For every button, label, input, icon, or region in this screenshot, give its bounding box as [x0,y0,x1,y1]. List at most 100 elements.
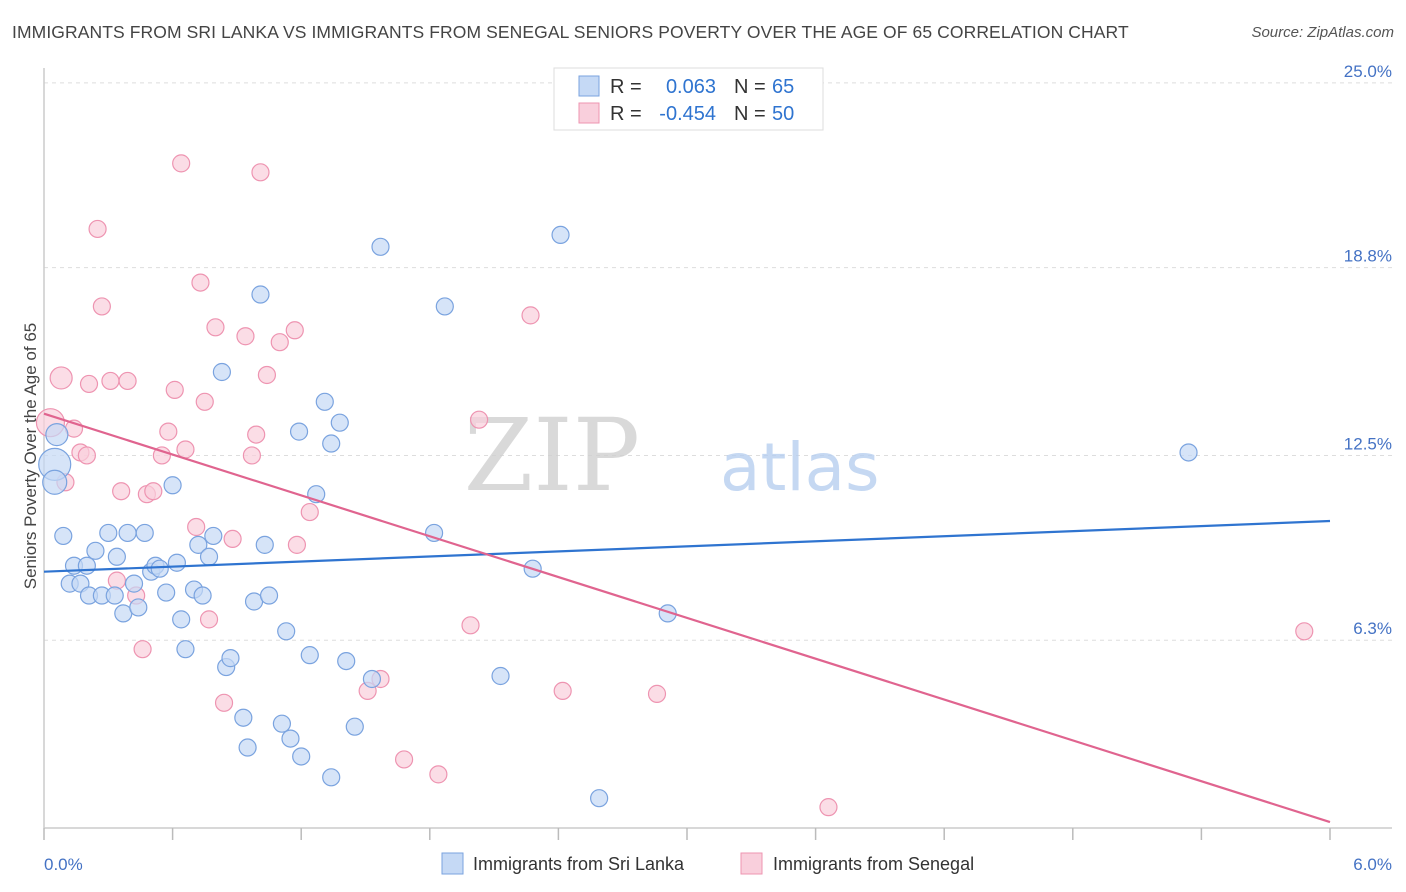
trend-line-sri-lanka [43,519,1331,573]
point-sri-lanka [272,714,292,733]
point-sri-lanka [1179,443,1198,462]
point-senegal [101,371,120,391]
point-sri-lanka [259,586,279,605]
point-senegal [88,219,107,239]
point-sri-lanka [251,285,270,304]
point-senegal [521,306,540,325]
x-ticks [43,828,1331,840]
point-sri-lanka [54,526,73,546]
point-senegal [270,333,289,352]
point-sri-lanka [118,523,137,543]
legend-label-sri-lanka: Immigrants from Sri Lanka [473,854,685,874]
point-sri-lanka [124,574,144,593]
point-sri-lanka [238,738,257,757]
point-senegal [647,684,667,703]
legend-swatch-senegal [740,852,763,875]
point-senegal [429,765,448,784]
point-sri-lanka [99,523,118,543]
point-sri-lanka [42,469,68,495]
point-sri-lanka [315,392,334,411]
point-sri-lanka [176,640,195,659]
point-sri-lanka [45,422,69,447]
x-tick-label-min: 0.0% [44,855,83,874]
series-sri-lanka-points [38,225,1198,808]
point-senegal [159,422,178,441]
point-senegal [257,365,277,385]
point-sri-lanka [107,547,126,566]
point-senegal [251,163,270,182]
point-sri-lanka [77,556,96,575]
stats-box: R = 0.063 N = 65 R = -0.454 N = 50 [553,67,824,131]
point-senegal [176,440,195,459]
point-sri-lanka [129,598,148,617]
point-sri-lanka [105,586,124,605]
point-senegal [195,392,214,411]
point-sri-lanka [212,362,231,382]
point-sri-lanka [199,547,219,566]
point-senegal [242,446,262,465]
y-tick-label: 12.5% [1344,434,1392,453]
point-sri-lanka [435,297,454,316]
point-senegal [300,502,319,522]
x-tick-label-max: 6.0% [1353,855,1392,874]
point-sri-lanka [337,651,356,671]
point-senegal [144,482,163,501]
point-sri-lanka [135,523,154,543]
point-senegal [165,380,184,399]
point-senegal [79,374,99,394]
point-senegal [287,535,307,554]
point-sri-lanka [551,225,570,245]
point-sri-lanka [289,422,309,441]
point-senegal [118,371,137,391]
series-senegal-points [35,154,1314,817]
point-sri-lanka [322,768,341,787]
stats-swatch-sri-lanka [578,75,600,97]
stats-r-value-sri-lanka: 0.063 [666,76,716,98]
point-sri-lanka [362,669,382,689]
point-sri-lanka [189,535,208,554]
point-senegal [206,318,225,337]
point-sri-lanka [150,559,169,578]
point-senegal [112,482,131,501]
point-sri-lanka [277,622,296,641]
x-tick-labels: 0.0% 6.0% [44,855,1392,874]
point-senegal [461,616,480,635]
point-senegal [223,529,242,549]
point-sri-lanka [204,526,223,546]
point-senegal [236,327,255,346]
point-sri-lanka [281,729,300,748]
stats-n-label-senegal: N = [734,103,766,125]
point-sri-lanka [300,646,319,665]
point-senegal [199,610,219,629]
stats-r-label-senegal: R = [610,103,642,125]
point-sri-lanka [221,649,240,668]
grid-lines [44,82,1392,641]
point-senegal [133,640,152,659]
trend-line-senegal [43,412,1331,824]
point-senegal [214,693,234,712]
point-senegal [187,517,206,537]
point-sri-lanka [322,434,341,453]
watermark: ZIP atlas [464,397,880,514]
point-sri-lanka [86,541,105,560]
stats-n-value-sri-lanka: 65 [772,76,794,98]
stats-swatch-senegal [578,102,600,124]
point-senegal [819,798,838,817]
watermark-atlas: atlas [720,429,880,506]
point-sri-lanka [491,666,510,686]
point-sri-lanka [172,610,191,629]
point-sri-lanka [255,535,274,554]
point-senegal [172,154,191,173]
point-senegal [553,681,572,701]
legend-label-senegal: Immigrants from Senegal [773,854,974,874]
point-senegal [77,446,96,465]
legend: Immigrants from Sri Lanka Immigrants fro… [441,852,974,875]
watermark-zip: ZIP [464,397,640,514]
point-senegal [92,297,111,316]
stats-r-label-sri-lanka: R = [610,76,642,98]
point-senegal [49,366,73,390]
point-senegal [107,571,126,590]
point-sri-lanka [590,789,609,808]
point-sri-lanka [345,717,364,736]
